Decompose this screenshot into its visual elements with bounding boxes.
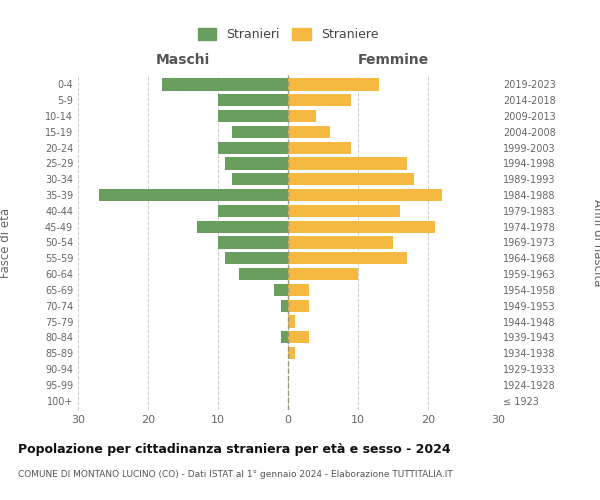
Bar bbox=[288, 252, 407, 264]
Bar bbox=[288, 94, 351, 106]
Bar bbox=[288, 331, 309, 344]
Bar bbox=[218, 236, 288, 248]
Bar bbox=[288, 189, 442, 202]
Bar bbox=[288, 78, 379, 90]
Bar bbox=[99, 189, 288, 202]
Bar bbox=[288, 236, 393, 248]
Bar bbox=[197, 220, 288, 233]
Bar bbox=[218, 110, 288, 122]
Bar bbox=[281, 331, 288, 344]
Text: Maschi: Maschi bbox=[156, 54, 210, 68]
Bar bbox=[225, 158, 288, 170]
Bar bbox=[288, 300, 309, 312]
Text: Femmine: Femmine bbox=[358, 54, 428, 68]
Text: Fasce di età: Fasce di età bbox=[0, 208, 13, 278]
Bar bbox=[232, 126, 288, 138]
Bar bbox=[288, 110, 316, 122]
Bar bbox=[281, 300, 288, 312]
Bar bbox=[288, 284, 309, 296]
Bar bbox=[288, 220, 435, 233]
Text: COMUNE DI MONTANO LUCINO (CO) - Dati ISTAT al 1° gennaio 2024 - Elaborazione TUT: COMUNE DI MONTANO LUCINO (CO) - Dati IST… bbox=[18, 470, 453, 479]
Legend: Stranieri, Straniere: Stranieri, Straniere bbox=[194, 24, 382, 45]
Bar bbox=[288, 173, 414, 186]
Bar bbox=[239, 268, 288, 280]
Bar bbox=[288, 316, 295, 328]
Text: Popolazione per cittadinanza straniera per età e sesso - 2024: Popolazione per cittadinanza straniera p… bbox=[18, 442, 451, 456]
Bar bbox=[288, 126, 330, 138]
Bar bbox=[162, 78, 288, 90]
Bar bbox=[288, 268, 358, 280]
Bar bbox=[274, 284, 288, 296]
Text: Anni di nascita: Anni di nascita bbox=[590, 199, 600, 286]
Bar bbox=[288, 158, 407, 170]
Bar bbox=[218, 142, 288, 154]
Bar bbox=[232, 173, 288, 186]
Bar bbox=[288, 347, 295, 360]
Bar bbox=[218, 204, 288, 217]
Bar bbox=[288, 142, 351, 154]
Bar bbox=[218, 94, 288, 106]
Bar bbox=[225, 252, 288, 264]
Bar bbox=[288, 204, 400, 217]
